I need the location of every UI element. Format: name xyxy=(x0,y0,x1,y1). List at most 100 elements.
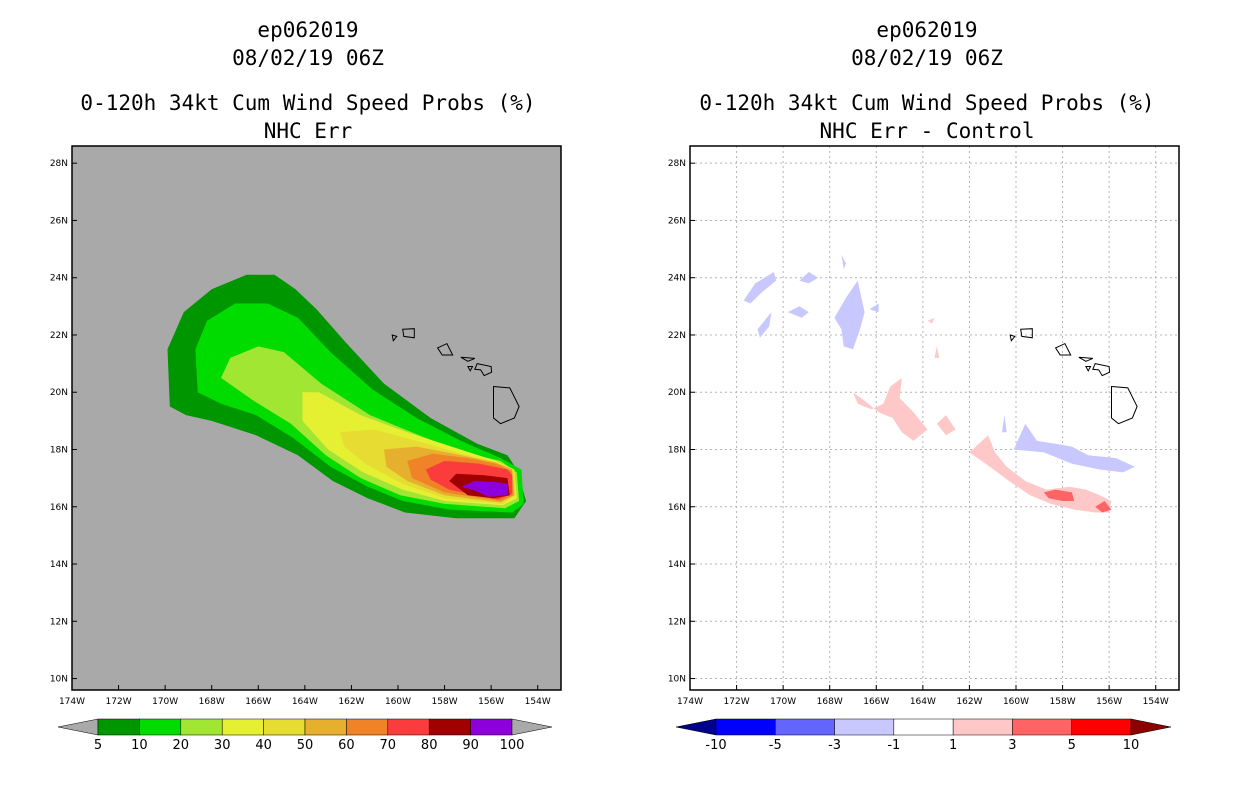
contour-level-3 xyxy=(1095,501,1112,513)
colorbar-box xyxy=(470,718,513,736)
colorbar-box xyxy=(1012,718,1072,736)
colorbar: 5 10 20 30 40 50 60 70 80 90 100 xyxy=(57,718,553,753)
y-tick-label: 24N xyxy=(668,274,686,284)
contour-level-1 xyxy=(936,415,956,436)
contour-level-90 xyxy=(460,481,508,497)
colorbar-box xyxy=(139,718,182,736)
colorbar-box xyxy=(180,718,223,736)
x-tick-label: 162W xyxy=(338,697,364,707)
colorbar-label: 1 xyxy=(949,738,957,753)
colorbar-box xyxy=(775,718,835,736)
right-title-date: 08/02/19 06Z xyxy=(851,46,1003,70)
island-outline xyxy=(1009,334,1016,342)
island-outline xyxy=(436,342,454,356)
y-tick-label: 28N xyxy=(668,159,686,169)
colorbar-box xyxy=(221,718,264,736)
right-title-product: 0-120h 34kt Cum Wind Speed Probs (%) xyxy=(699,91,1155,115)
y-tick-label: 20N xyxy=(668,388,686,398)
colorbar-box xyxy=(387,718,430,736)
y-tick-label: 12N xyxy=(668,617,686,627)
colorbar-label: -1 xyxy=(887,738,900,753)
colorbar-label: -10 xyxy=(705,738,726,753)
left-title-product: 0-120h 34kt Cum Wind Speed Probs (%) xyxy=(80,91,536,115)
y-tick-label: 22N xyxy=(50,331,68,341)
x-tick-label: 156W xyxy=(1096,697,1122,707)
right-title-subtitle: NHC Err - Control xyxy=(819,119,1035,143)
y-tick-label: 14N xyxy=(50,560,68,570)
x-tick-label: 170W xyxy=(152,697,178,707)
y-tick-label: 16N xyxy=(50,503,68,513)
colorbar-box xyxy=(304,718,347,736)
x-tick-label: 164W xyxy=(292,697,318,707)
y-tick-label: 18N xyxy=(668,445,686,455)
colorbar-box xyxy=(834,718,895,736)
contour-level-3 xyxy=(1043,489,1075,501)
x-tick-label: 160W xyxy=(385,697,411,707)
colorbar-arrow-high xyxy=(1130,718,1172,736)
y-tick-label: 18N xyxy=(50,445,68,455)
map-background xyxy=(690,146,1179,690)
x-tick-label: 170W xyxy=(770,697,796,707)
x-tick-label: 160W xyxy=(1003,697,1029,707)
colorbar-label: 70 xyxy=(380,738,397,753)
colorbar-label: 10 xyxy=(131,738,148,753)
colorbar-label: 5 xyxy=(1068,738,1076,753)
y-tick-label: 16N xyxy=(668,503,686,513)
island-outline xyxy=(493,385,520,425)
left-title-date: 08/02/19 06Z xyxy=(232,46,384,70)
x-tick-label: 168W xyxy=(199,697,225,707)
left-title-storm: ep062019 xyxy=(257,18,359,42)
y-tick-label: 10N xyxy=(668,675,686,685)
colorbar-arrow-low xyxy=(675,718,717,736)
contour-level-1 xyxy=(853,377,928,441)
island-outline xyxy=(474,363,493,377)
colorbar-label: -5 xyxy=(769,738,782,753)
colorbar-label: 60 xyxy=(338,738,355,753)
left-title-subtitle: NHC Err xyxy=(263,119,353,143)
y-tick-label: 10N xyxy=(50,675,68,685)
contour-layer xyxy=(167,274,527,519)
x-tick-label: 164W xyxy=(910,697,936,707)
contour-level--1 xyxy=(1013,423,1135,473)
colorbar-label: 40 xyxy=(255,738,272,753)
x-tick-label: 174W xyxy=(59,697,85,707)
map-frame xyxy=(689,145,1180,691)
colorbar-box xyxy=(428,718,471,736)
island-outline xyxy=(1092,363,1111,377)
x-tick-label: 154W xyxy=(525,697,551,707)
colorbar-box xyxy=(263,718,306,736)
x-tick-label: 158W xyxy=(432,697,458,707)
colorbar-label: 30 xyxy=(214,738,231,753)
colorbar-label: -3 xyxy=(828,738,841,753)
colorbar-arrow-low xyxy=(57,718,99,736)
contour-level-1 xyxy=(934,346,940,358)
x-tick-label: 166W xyxy=(245,697,271,707)
y-tick-label: 28N xyxy=(50,159,68,169)
y-tick-label: 14N xyxy=(668,560,686,570)
island-outline xyxy=(1054,342,1072,356)
y-tick-label: 26N xyxy=(50,216,68,226)
map-frame xyxy=(71,145,562,691)
y-tick-label: 24N xyxy=(50,274,68,284)
island-outline xyxy=(1085,366,1092,372)
island-outline xyxy=(467,366,474,372)
colorbar-label: 3 xyxy=(1008,738,1016,753)
y-tick-label: 22N xyxy=(668,331,686,341)
colorbar-label: 100 xyxy=(500,738,525,753)
contour-layer xyxy=(743,254,1135,513)
x-tick-label: 162W xyxy=(956,697,982,707)
colorbar-box xyxy=(715,718,776,736)
right-map-panel: 174W 172W 170W 168W 166W 164W 162W 160W 158W 156W… xyxy=(668,145,1180,753)
x-tick-label: 156W xyxy=(478,697,504,707)
contour-level--1 xyxy=(1002,415,1007,433)
colorbar-label: 80 xyxy=(421,738,438,753)
contour-level--1 xyxy=(841,254,846,270)
contour-level--1 xyxy=(787,306,809,318)
colorbar-label: 5 xyxy=(94,738,102,753)
right-title-storm: ep062019 xyxy=(876,18,978,42)
colorbar-arrow-high xyxy=(511,718,553,736)
island-outline xyxy=(1020,328,1033,339)
x-tick-label: 166W xyxy=(863,697,889,707)
left-map-panel: 174W 172W 170W 168W 166W 164W 162W 160W 158W 156W… xyxy=(50,145,562,753)
